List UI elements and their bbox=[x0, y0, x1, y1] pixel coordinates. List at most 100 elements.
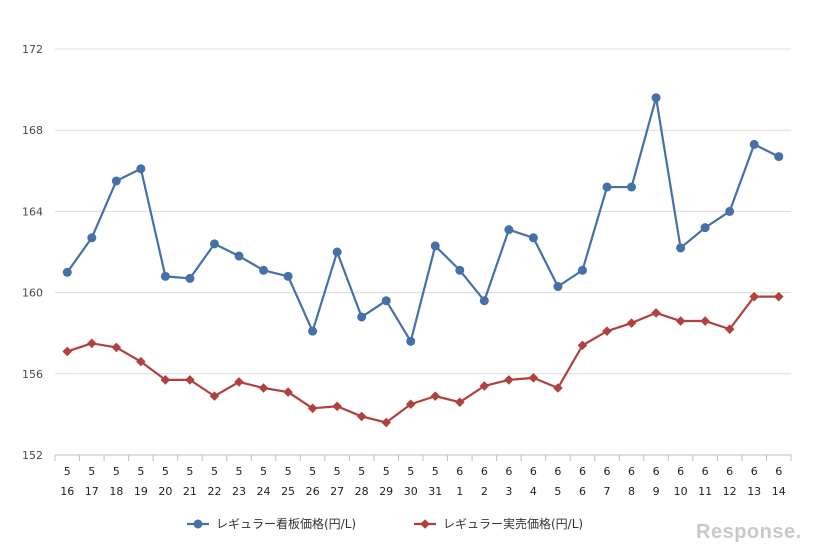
x-tick-day: 27 bbox=[330, 485, 344, 498]
data-point bbox=[111, 176, 121, 186]
x-tick-month: 5 bbox=[407, 465, 414, 478]
x-tick-day: 29 bbox=[379, 485, 393, 498]
x-tick-month: 6 bbox=[554, 465, 561, 478]
data-point bbox=[553, 282, 563, 292]
y-tick-label: 152 bbox=[22, 449, 43, 462]
x-tick-month: 6 bbox=[653, 465, 660, 478]
data-point bbox=[259, 265, 269, 275]
data-point bbox=[332, 247, 342, 257]
data-point bbox=[602, 326, 612, 336]
data-point bbox=[479, 381, 490, 391]
data-point bbox=[749, 139, 759, 149]
x-tick-day: 6 bbox=[579, 485, 586, 498]
data-point bbox=[553, 383, 563, 393]
data-point bbox=[675, 316, 686, 326]
x-tick-month: 5 bbox=[260, 465, 267, 478]
data-point bbox=[577, 265, 587, 275]
x-axis: 5165175185195205215225235245255265275285… bbox=[54, 454, 792, 498]
data-point bbox=[749, 291, 759, 302]
legend-label: レギュラー看板価格(円/L) bbox=[216, 516, 356, 531]
data-point bbox=[209, 391, 220, 401]
data-point bbox=[773, 291, 784, 302]
x-tick-month: 6 bbox=[702, 465, 709, 478]
legend-entry: レギュラー看板価格(円/L) bbox=[187, 516, 356, 531]
data-point bbox=[651, 308, 661, 318]
x-tick-month: 6 bbox=[628, 465, 635, 478]
data-point bbox=[62, 346, 73, 357]
data-point bbox=[381, 417, 391, 428]
series-actual-price bbox=[62, 291, 784, 428]
data-point bbox=[700, 316, 710, 326]
x-tick-day: 18 bbox=[109, 485, 123, 498]
x-tick-month: 5 bbox=[236, 465, 243, 478]
data-point bbox=[406, 336, 416, 346]
data-point bbox=[405, 399, 416, 410]
data-point bbox=[528, 233, 538, 243]
legend-marker bbox=[420, 519, 430, 529]
data-point bbox=[724, 324, 735, 334]
data-point bbox=[774, 152, 784, 162]
x-tick-month: 5 bbox=[162, 465, 169, 478]
x-tick-day: 22 bbox=[207, 485, 221, 498]
gridlines bbox=[55, 48, 791, 375]
x-tick-day: 7 bbox=[604, 485, 611, 498]
legend-marker bbox=[193, 519, 203, 529]
x-tick-day: 13 bbox=[747, 485, 761, 498]
data-point bbox=[185, 273, 195, 283]
data-point bbox=[602, 182, 612, 192]
series-line bbox=[66, 96, 780, 343]
x-tick-day: 16 bbox=[60, 485, 74, 498]
data-point bbox=[455, 265, 465, 275]
x-tick-month: 5 bbox=[285, 465, 292, 478]
data-point bbox=[676, 243, 686, 253]
data-point bbox=[160, 271, 170, 281]
x-tick-day: 23 bbox=[232, 485, 246, 498]
data-point bbox=[357, 312, 367, 322]
x-tick-month: 5 bbox=[334, 465, 341, 478]
x-tick-month: 5 bbox=[88, 465, 95, 478]
data-point bbox=[651, 93, 661, 103]
x-tick-month: 6 bbox=[677, 465, 684, 478]
data-point bbox=[87, 233, 97, 243]
data-point bbox=[504, 225, 514, 235]
x-tick-day: 20 bbox=[158, 485, 172, 498]
data-point bbox=[356, 411, 367, 422]
data-point bbox=[185, 375, 195, 385]
x-tick-month: 6 bbox=[775, 465, 782, 478]
data-point bbox=[626, 318, 637, 328]
data-point bbox=[479, 296, 489, 306]
response-watermark-logo: Response. bbox=[696, 521, 802, 543]
x-tick-month: 6 bbox=[726, 465, 733, 478]
data-point bbox=[700, 223, 710, 233]
x-tick-day: 9 bbox=[653, 485, 660, 498]
data-point bbox=[430, 241, 440, 251]
x-tick-day: 1 bbox=[456, 485, 463, 498]
data-point bbox=[234, 251, 244, 261]
x-tick-day: 28 bbox=[355, 485, 369, 498]
x-tick-month: 5 bbox=[113, 465, 120, 478]
data-point bbox=[307, 403, 318, 414]
data-point bbox=[504, 375, 514, 385]
x-tick-day: 12 bbox=[723, 485, 737, 498]
x-tick-day: 30 bbox=[404, 485, 418, 498]
data-point bbox=[528, 373, 539, 383]
y-tick-label: 164 bbox=[22, 205, 43, 218]
x-tick-day: 21 bbox=[183, 485, 197, 498]
x-tick-month: 6 bbox=[751, 465, 758, 478]
data-point bbox=[160, 375, 171, 385]
data-point bbox=[430, 391, 441, 401]
data-point bbox=[62, 267, 72, 277]
x-tick-day: 19 bbox=[134, 485, 148, 498]
data-point bbox=[283, 271, 293, 281]
x-tick-day: 3 bbox=[505, 485, 512, 498]
x-tick-day: 24 bbox=[257, 485, 271, 498]
legend-label: レギュラー実売価格(円/L) bbox=[443, 516, 583, 531]
x-tick-day: 14 bbox=[772, 485, 786, 498]
x-tick-month: 5 bbox=[186, 465, 193, 478]
data-point bbox=[577, 340, 588, 351]
x-tick-month: 6 bbox=[456, 465, 463, 478]
x-tick-day: 17 bbox=[85, 485, 99, 498]
x-tick-month: 5 bbox=[383, 465, 390, 478]
data-point bbox=[283, 387, 293, 397]
